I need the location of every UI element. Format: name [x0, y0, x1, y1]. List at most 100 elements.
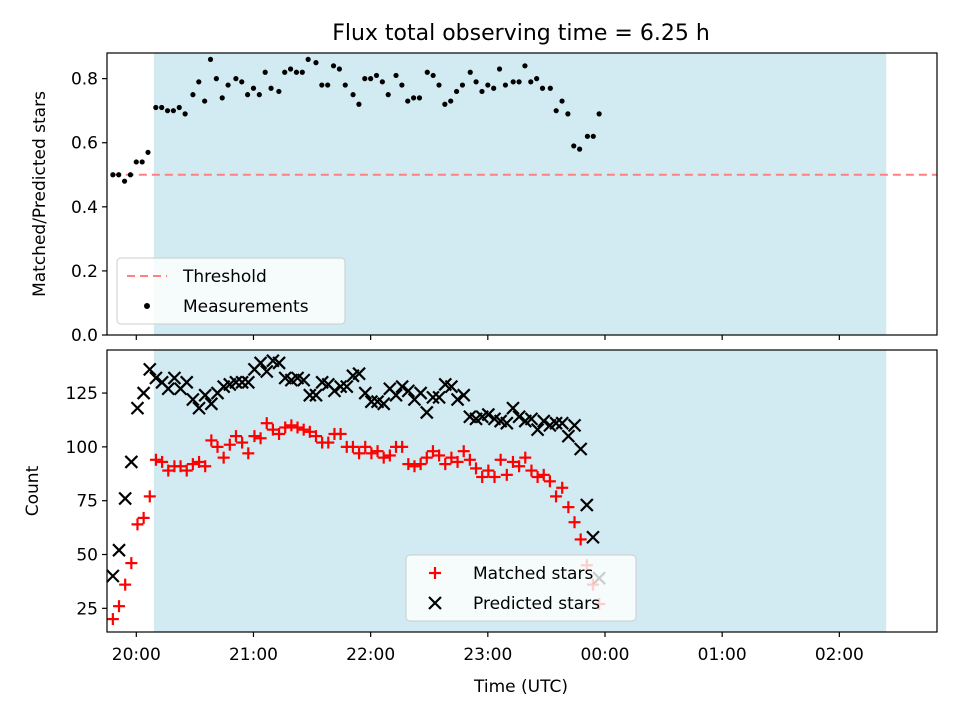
matched-star-point [463, 453, 476, 466]
predicted-star-point [352, 366, 366, 381]
predicted-star-mark [573, 442, 588, 456]
matched-star-point [550, 490, 563, 503]
measurement-point [245, 92, 251, 98]
matched-star-point [531, 471, 544, 484]
predicted-star-mark [155, 375, 169, 390]
predicted-star-mark [339, 379, 354, 394]
predicted-star-mark [493, 414, 508, 428]
predicted-star-point [444, 379, 459, 394]
predicted-star-mark [463, 409, 477, 424]
measurement-point [305, 56, 311, 63]
predicted-star-point [413, 386, 428, 400]
predicted-star-mark [321, 377, 336, 392]
matched-star-point [574, 533, 587, 546]
top-y-tick-label: 0.4 [71, 198, 98, 218]
measurement-point [473, 79, 479, 85]
legend-threshold-label: Threshold [182, 267, 267, 287]
predicted-star-mark [555, 416, 569, 430]
bottom-x-tick-label: 02:00 [815, 645, 864, 665]
predicted-star-mark [315, 375, 329, 390]
bottom-x-ticks: 20:00 21:00 22:00 23:00 00:00 01:00 02:00 [112, 632, 864, 665]
top-axes-frame [106, 52, 938, 336]
legend-matched-swatch [429, 567, 441, 579]
measurement-point [448, 98, 454, 104]
predicted-star-mark [580, 498, 594, 512]
matched-star-point [556, 481, 569, 494]
measurement-point [485, 82, 491, 88]
measurement-point [342, 82, 348, 88]
predicted-star-mark [309, 388, 323, 402]
predicted-star-mark [358, 386, 373, 400]
measurement-point [190, 92, 196, 98]
matched-star-point [297, 423, 310, 436]
bottom-y-tick-label: 125 [66, 384, 98, 404]
predicted-star-point [426, 390, 440, 405]
measurement-point [196, 79, 202, 85]
matched-star-point [248, 430, 261, 443]
measurement-point [590, 133, 596, 139]
predicted-star-point [358, 386, 373, 400]
matched-star-point [217, 451, 230, 464]
matched-star-point [537, 468, 550, 481]
predicted-star-point [253, 356, 268, 370]
predicted-star-point [339, 379, 354, 394]
predicted-star-point [136, 386, 151, 400]
predicted-star-point [586, 530, 600, 545]
bottom-x-tick-label: 01:00 [698, 645, 747, 665]
measurement-point [571, 143, 577, 149]
predicted-star-mark [136, 386, 151, 400]
matched-star-point [119, 578, 132, 591]
measurement-point [516, 79, 522, 85]
measurement-point [547, 85, 553, 91]
measurement-point [325, 82, 331, 88]
matched-star-point [254, 432, 267, 445]
predicted-star-point [309, 388, 323, 402]
measurement-point [153, 104, 159, 111]
predicted-star-mark [327, 384, 342, 398]
predicted-star-mark [450, 392, 465, 407]
measurement-point [133, 159, 139, 165]
matched-star-point [266, 423, 279, 436]
predicted-star-point [241, 375, 256, 390]
matched-star-point [205, 434, 218, 447]
predicted-star-point [432, 390, 446, 405]
predicted-star-point [161, 381, 176, 396]
matched-star-point [470, 462, 483, 475]
matched-star-point [377, 451, 390, 464]
matched-star-point [519, 451, 532, 464]
predicted-star-mark [444, 379, 459, 394]
legend-predicted-label: Predicted stars [473, 594, 600, 614]
bottom-y-tick-label: 100 [66, 438, 98, 458]
matched-star-point [426, 445, 439, 458]
measurement-point [330, 63, 337, 69]
matched-star-point [353, 447, 366, 460]
measurement-point [170, 108, 176, 114]
predicted-star-mark [420, 405, 434, 420]
measurement-point [467, 69, 473, 75]
predicted-star-point [192, 401, 206, 415]
legend-measurements-label: Measurements [183, 297, 309, 317]
bottom-x-tick-label: 00:00 [581, 645, 630, 665]
predicted-star-mark [266, 353, 280, 368]
predicted-star-mark [296, 373, 311, 387]
predicted-star-mark [530, 422, 545, 437]
predicted-star-mark [229, 375, 243, 390]
predicted-star-point [512, 409, 526, 424]
bottom-y-axis-label: Count [23, 465, 43, 516]
matched-star-point [309, 430, 322, 443]
measurement-point [282, 69, 288, 75]
measurement-point [313, 60, 319, 66]
matched-star-point [365, 447, 378, 460]
predicted-star-mark [389, 388, 403, 402]
predicted-star-point [456, 388, 471, 402]
predicted-star-mark [235, 375, 249, 390]
measurement-point [436, 82, 442, 88]
measurement-point [213, 76, 219, 82]
measurement-point [373, 72, 380, 79]
predicted-star-mark [376, 397, 391, 411]
measurement-point [510, 79, 516, 85]
measurement-point [293, 69, 300, 75]
bottom-y-tick-label: 25 [76, 599, 98, 619]
top-y-tick-label: 0.6 [71, 134, 98, 154]
